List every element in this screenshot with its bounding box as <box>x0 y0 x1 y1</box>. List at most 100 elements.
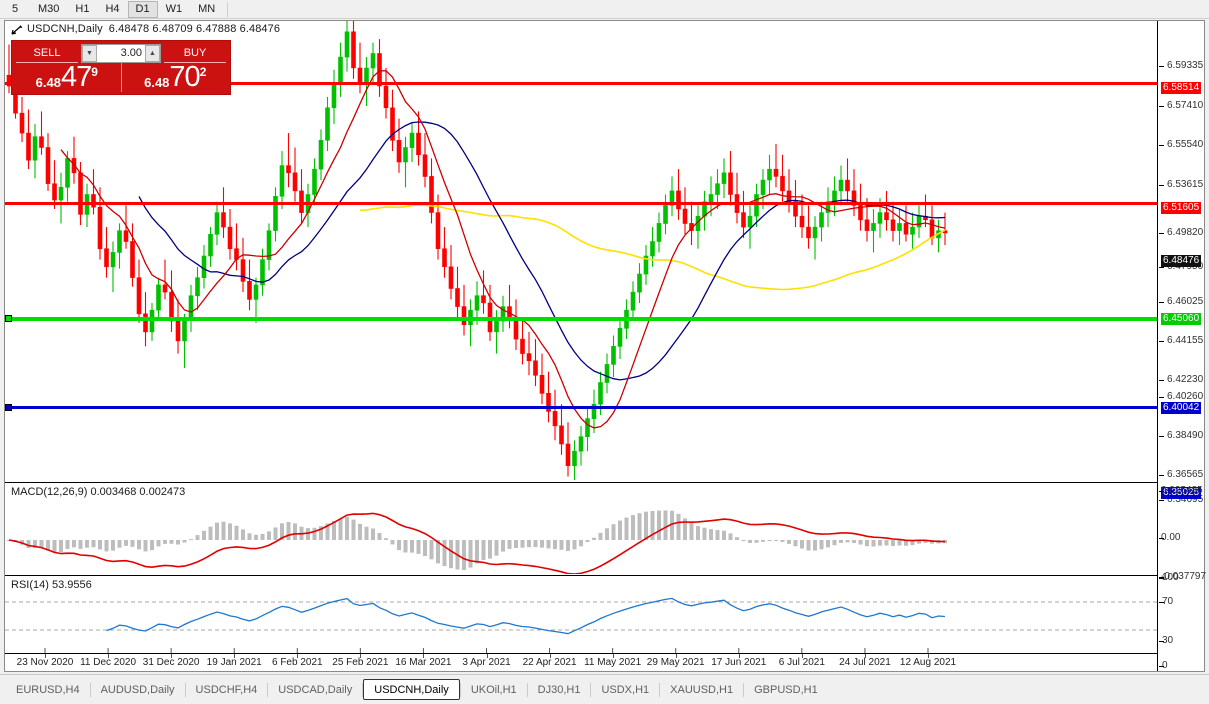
macd-histogram-bar <box>306 528 310 540</box>
hline-resistance-upper[interactable] <box>5 82 1158 85</box>
hline-support-upper[interactable] <box>5 404 1158 411</box>
macd-histogram-bar <box>832 540 837 546</box>
chart-tab-eurusd-h4[interactable]: EURUSD,H4 <box>16 683 80 696</box>
candle-body <box>526 353 532 362</box>
price-scale-tag-black: 6.48476 <box>1161 255 1202 267</box>
chart-window[interactable]: USDCNH,Daily 6.48478 6.48709 6.47888 6.48… <box>4 20 1206 672</box>
chart-tab-usdx-h1[interactable]: USDX,H1 <box>601 683 650 696</box>
macd-histogram-bar <box>858 540 863 545</box>
crosshair-cursor-icon <box>11 25 23 35</box>
time-axis-label: 11 Dec 2020 <box>80 657 137 668</box>
rsi-scale-label: 100 <box>1162 572 1179 583</box>
macd-histogram-bar <box>117 540 122 548</box>
macd-histogram-bar <box>325 523 330 540</box>
time-axis-tick <box>360 654 362 658</box>
price-scale-tag-green: 6.45060 <box>1161 313 1202 325</box>
macd-histogram-bar <box>442 540 447 567</box>
macd-histogram-bar <box>377 533 382 540</box>
timeframe-button-h1[interactable]: H1 <box>75 3 90 15</box>
timeframe-button-h4[interactable]: H4 <box>105 3 120 15</box>
hline-support-upper-handle-left[interactable] <box>5 404 12 411</box>
candle-body <box>773 168 779 177</box>
macd-histogram-bar <box>280 523 284 540</box>
macd-indicator-panel[interactable]: MACD(12,26,9) 0.003468 0.002473 <box>5 482 1204 574</box>
chart-tab-audusd-daily[interactable]: AUDUSD,Daily <box>100 683 175 696</box>
macd-histogram-bar <box>65 540 70 549</box>
macd-histogram-bar <box>540 540 544 548</box>
chart-title: USDCNH,Daily 6.48478 6.48709 6.47888 6.48… <box>27 23 280 35</box>
price-scale[interactable]: 6.593356.574106.555406.536156.498206.479… <box>1158 21 1206 671</box>
candle-body <box>455 288 460 307</box>
macd-histogram-bar <box>943 540 947 544</box>
macd-histogram-bar <box>780 540 785 542</box>
candle-body <box>396 140 402 163</box>
rsi-indicator-panel[interactable]: RSI(14) 53.9556 <box>5 575 1204 653</box>
macd-histogram-bar <box>423 540 427 556</box>
sell-price-fraction: 9 <box>91 65 98 79</box>
candle-body <box>351 31 356 69</box>
one-click-trading-panel[interactable]: SELL ▼ 3.00 ▲ BUY 6.48 47 9 <box>11 40 231 95</box>
macd-histogram-bar <box>533 540 538 548</box>
macd-histogram-bar <box>923 540 928 543</box>
macd-histogram-bar <box>644 511 648 540</box>
macd-histogram-bar <box>338 518 343 540</box>
volume-increase-icon[interactable]: ▲ <box>145 44 160 62</box>
volume-input[interactable]: ▼ 3.00 ▲ <box>81 43 161 63</box>
macd-histogram-bar <box>228 523 232 540</box>
chart-tab-xauusd-h1[interactable]: XAUUSD,H1 <box>670 683 734 696</box>
candle-body <box>208 234 213 257</box>
time-axis-label: 11 May 2021 <box>584 657 642 668</box>
rsi-scale-tick <box>1159 666 1164 667</box>
buy-price-fraction: 2 <box>199 65 207 79</box>
hline-resistance-mid[interactable] <box>5 202 1158 205</box>
chart-tab-usdcad-daily[interactable]: USDCAD,Daily <box>278 683 353 696</box>
macd-histogram-bar <box>767 540 772 541</box>
candle-body <box>481 295 486 304</box>
candle-body <box>676 190 681 210</box>
macd-histogram-bar <box>33 540 37 548</box>
macd-histogram-bar <box>702 527 707 540</box>
chart-tab-usdchf-h4[interactable]: USDCHF,H4 <box>195 683 258 696</box>
macd-histogram-bar <box>468 540 473 568</box>
macd-histogram-bar <box>358 523 362 540</box>
candle-body <box>474 295 480 311</box>
candle-body <box>630 291 636 311</box>
candle-body <box>318 140 324 170</box>
buy-button[interactable]: BUY <box>164 43 226 63</box>
macd-histogram-bar <box>39 540 44 549</box>
macd-histogram-bar <box>254 534 258 540</box>
timeframe-button-m30[interactable]: M30 <box>38 3 60 15</box>
sell-button[interactable]: SELL <box>16 43 78 63</box>
macd-histogram-bar <box>611 524 616 540</box>
volume-decrease-icon[interactable]: ▼ <box>82 44 97 62</box>
time-axis-label: 23 Nov 2020 <box>16 657 74 668</box>
sell-price-display[interactable]: 6.48 47 9 <box>16 63 118 92</box>
price-chart-panel[interactable]: USDCNH,Daily 6.48478 6.48709 6.47888 6.48… <box>5 21 1204 482</box>
chart-tab-ukoil-h1[interactable]: UKOil,H1 <box>470 683 517 696</box>
macd-histogram-bar <box>150 540 154 551</box>
price-scale-tag-blue: 6.40042 <box>1161 402 1202 414</box>
macd-histogram-bar <box>312 527 317 540</box>
macd-histogram-bar <box>137 540 141 550</box>
volume-value[interactable]: 3.00 <box>120 47 142 59</box>
timeframe-button-w1[interactable]: W1 <box>165 3 183 15</box>
price-scale-tick <box>1159 380 1164 381</box>
price-scale-tag-red: 6.58514 <box>1161 82 1202 94</box>
macd-histogram-bar <box>260 534 265 540</box>
chart-tab-gbpusd-h1[interactable]: GBPUSD,H1 <box>754 683 818 696</box>
price-scale-label: 6.38490 <box>1167 430 1204 441</box>
candle-body <box>494 320 499 333</box>
candle-body <box>520 338 525 354</box>
chart-tab-usdcnh-daily[interactable]: USDCNH,Daily <box>363 679 460 700</box>
candle-body <box>585 418 590 438</box>
chart-tab-dj30-h1[interactable]: DJ30,H1 <box>537 683 581 696</box>
timeframe-button-mn[interactable]: MN <box>198 3 216 15</box>
hline-pivot[interactable] <box>5 315 1158 322</box>
candle-body <box>156 284 161 311</box>
buy-price-display[interactable]: 6.48 70 2 <box>124 63 226 92</box>
hline-pivot-handle-left[interactable] <box>5 315 12 322</box>
candle-body <box>221 212 226 228</box>
timeframe-button-d1[interactable]: D1 <box>127 0 158 18</box>
timeframe-button-m5[interactable]: 5 <box>11 3 19 15</box>
candle-body <box>65 158 70 188</box>
